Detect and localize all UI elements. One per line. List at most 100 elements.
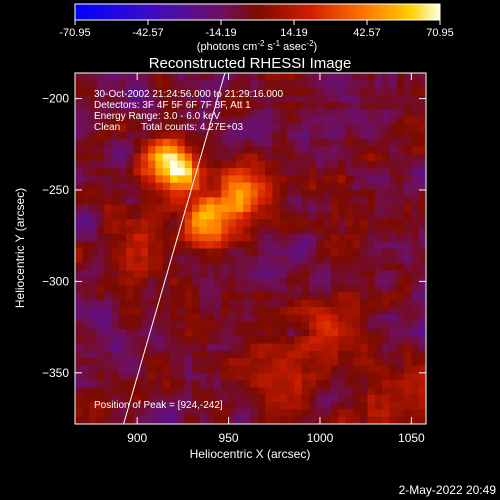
- heatmap-cell: [272, 109, 281, 118]
- heatmap-cell: [287, 211, 295, 220]
- heatmap-cell: [89, 190, 98, 198]
- heatmap-cell: [404, 307, 412, 315]
- heatmap-cell: [243, 102, 252, 111]
- heatmap-cell: [316, 109, 325, 118]
- heatmap-cell: [374, 277, 383, 286]
- heatmap-cell: [133, 263, 142, 272]
- heatmap-cell: [367, 285, 376, 293]
- heatmap-cell: [382, 270, 391, 279]
- heatmap-cell: [96, 146, 105, 155]
- heatmap-cell: [404, 138, 412, 147]
- heatmap-cell: [213, 358, 222, 367]
- heatmap-cell: [228, 321, 237, 330]
- heatmap-cell: [155, 146, 164, 155]
- heatmap-cell: [177, 226, 186, 235]
- heatmap-cell: [411, 402, 420, 410]
- heatmap-cell: [330, 387, 339, 396]
- heatmap-cell: [250, 380, 259, 389]
- heatmap-cell: [330, 328, 339, 337]
- heatmap-cell: [111, 372, 120, 381]
- heatmap-cell: [126, 277, 135, 286]
- heatmap-cell: [75, 160, 83, 169]
- heatmap-cell: [235, 358, 244, 367]
- heatmap-cell: [155, 314, 164, 323]
- heatmap-cell: [206, 175, 215, 184]
- heatmap-cell: [272, 182, 281, 191]
- heatmap-cell: [213, 182, 222, 191]
- heatmap-cell: [170, 292, 178, 301]
- heatmap-cell: [411, 350, 420, 359]
- heatmap-cell: [89, 336, 98, 345]
- heatmap-cell: [301, 307, 310, 315]
- heatmap-cell: [338, 336, 347, 345]
- heatmap-cell: [338, 372, 347, 381]
- heatmap-cell: [279, 350, 288, 359]
- heatmap-cell: [345, 211, 354, 220]
- heatmap-cell: [213, 292, 222, 301]
- heatmap-cell: [192, 233, 200, 242]
- heatmap-cell: [316, 307, 325, 315]
- heatmap-cell: [235, 219, 244, 228]
- heatmap-cell: [192, 263, 200, 272]
- heatmap-cell: [104, 350, 113, 359]
- heatmap-cell: [111, 226, 120, 235]
- heatmap-cell: [148, 190, 157, 198]
- heatmap-cell: [352, 116, 361, 125]
- heatmap-cell: [235, 197, 244, 206]
- heatmap-cell: [265, 409, 274, 418]
- heatmap-cell: [243, 292, 252, 301]
- heatmap-cell: [235, 416, 244, 424]
- heatmap-cell: [162, 241, 171, 250]
- heatmap-cell: [250, 182, 259, 191]
- heatmap-cell: [75, 321, 83, 330]
- heatmap-cell: [75, 197, 83, 206]
- colorbar-gradient: [74, 3, 441, 21]
- heatmap-cell: [330, 299, 339, 308]
- heatmap-cell: [126, 233, 135, 242]
- heatmap-cell: [126, 109, 135, 118]
- heatmap-cell: [118, 241, 127, 250]
- heatmap-cell: [177, 263, 186, 272]
- heatmap-cell: [250, 372, 259, 381]
- heatmap-cell: [228, 102, 237, 111]
- heatmap-cell: [243, 321, 252, 330]
- heatmap-cell: [192, 80, 200, 89]
- heatmap-cell: [257, 160, 266, 169]
- heatmap-cell: [126, 336, 135, 345]
- heatmap-cell: [170, 131, 178, 140]
- heatmap-cell: [360, 263, 369, 272]
- annotation-line: Total counts: 4.27E+03: [141, 122, 243, 133]
- heatmap-cell: [404, 168, 412, 176]
- heatmap-cell: [213, 226, 222, 235]
- heatmap-cell: [250, 168, 259, 176]
- heatmap-cell: [133, 285, 142, 293]
- heatmap-cell: [367, 365, 376, 374]
- heatmap-cell: [374, 87, 383, 96]
- heatmap-cell: [294, 204, 303, 213]
- heatmap-cell: [221, 365, 230, 374]
- heatmap-cell: [162, 219, 171, 228]
- heatmap-cell: [162, 116, 171, 125]
- heatmap-cell: [323, 255, 332, 264]
- heatmap-cell: [184, 248, 193, 257]
- heatmap-cell: [418, 255, 426, 264]
- heatmap-cell: [243, 270, 252, 279]
- heatmap-cell: [104, 336, 113, 345]
- heatmap-cell: [345, 146, 354, 155]
- heatmap-cell: [118, 197, 127, 206]
- heatmap-cell: [404, 131, 412, 140]
- heatmap-cell: [111, 197, 120, 206]
- heatmap-cell: [279, 94, 288, 103]
- heatmap-cell: [301, 277, 310, 286]
- heatmap-cell: [250, 402, 259, 410]
- heatmap-cell: [330, 248, 339, 257]
- heatmap-cell: [323, 211, 332, 220]
- heatmap-cell: [228, 285, 237, 293]
- heatmap-cell: [404, 226, 412, 235]
- heatmap-cell: [360, 380, 369, 389]
- heatmap-cell: [82, 241, 91, 250]
- heatmap-cell: [316, 197, 325, 206]
- heatmap-cell: [294, 73, 303, 81]
- heatmap-cell: [140, 94, 149, 103]
- heatmap-cell: [118, 402, 127, 410]
